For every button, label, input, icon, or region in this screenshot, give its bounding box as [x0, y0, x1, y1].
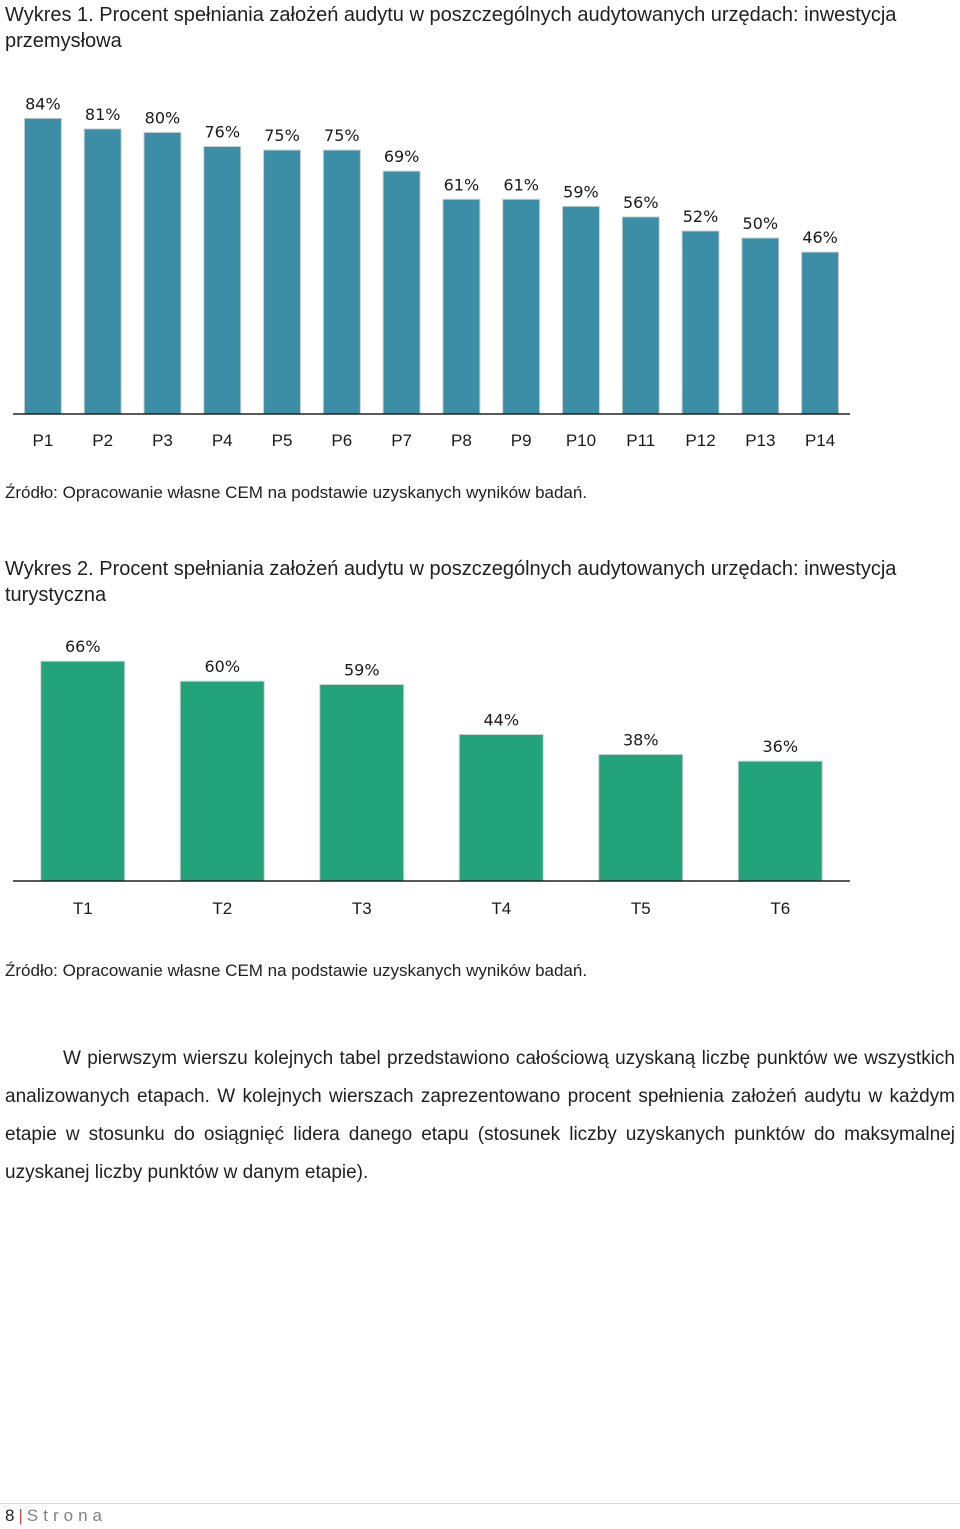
chart1-title: Wykres 1. Procent spełniania założeń aud… [5, 4, 897, 52]
chart1-bar-P2 [83, 128, 122, 415]
chart2-bar-T5 [598, 753, 684, 882]
chart2-tick-label: T1 [73, 899, 93, 918]
chart1-value-label: 59% [563, 182, 599, 201]
chart1-value-label: 69% [384, 147, 420, 166]
chart2-value-label: 60% [204, 657, 240, 676]
chart1-value-label: 46% [802, 228, 838, 247]
chart1-tick-label: P10 [566, 431, 596, 450]
page-number: 8 [5, 1506, 15, 1525]
chart1-bar-P3 [143, 131, 182, 415]
chart2-bar-T2 [179, 680, 265, 882]
chart1-value-label: 75% [324, 126, 360, 145]
chart1-tick-label: P4 [212, 431, 233, 450]
chart1-bar-P10 [561, 205, 600, 415]
chart1-value-label: 76% [204, 122, 240, 141]
chart1-tick-label: P2 [92, 431, 113, 450]
chart1-value-label: 56% [623, 193, 659, 212]
chart1-value-label: 61% [503, 175, 539, 194]
chart1-bar-P13 [741, 237, 780, 415]
chart1-tick-label: P9 [511, 431, 532, 450]
chart1-value-label: 61% [444, 175, 480, 194]
chart2-value-label: 66% [65, 637, 101, 656]
body-paragraph: W pierwszym wierszu kolejnych tabel prze… [5, 1048, 955, 1183]
chart1-bar-P1 [23, 117, 62, 415]
chart2-tick-label: T3 [352, 899, 372, 918]
chart1-bar-P7 [382, 170, 421, 415]
chart2-bar-T1 [40, 660, 126, 882]
chart2-bar-T4 [458, 733, 544, 882]
chart2-tick-label: T5 [631, 899, 651, 918]
chart1-value-label: 84% [25, 94, 61, 113]
chart1-tick-label: P8 [451, 431, 472, 450]
chart1-tick-label: P1 [32, 431, 53, 450]
chart2-bar-T3 [319, 684, 405, 882]
chart1-bar-P14 [801, 251, 840, 415]
chart1-bar-P6 [322, 149, 361, 415]
chart1-bar-P12 [681, 230, 720, 415]
chart1-value-label: 75% [264, 126, 300, 145]
footer-divider [0, 1503, 960, 1504]
chart2-value-label: 36% [762, 737, 798, 756]
chart1-value-label: 52% [683, 207, 719, 226]
chart1-value-label: 80% [145, 108, 181, 127]
chart1-bar-P11 [621, 216, 660, 415]
chart1-bar-P4 [203, 145, 242, 415]
chart1-tick-label: P13 [745, 431, 775, 450]
chart1: 84% P1 81% P2 80% P3 76% P4 75% P5 75% P6 69% P7 61% P8… [13, 94, 850, 450]
chart2-tick-label: T2 [212, 899, 232, 918]
chart2-tick-label: T4 [491, 899, 511, 918]
chart1-source: Źródło: Opracowanie własne CEM na podsta… [5, 483, 588, 502]
chart2-value-label: 38% [623, 730, 659, 749]
footer-separator: | [18, 1506, 23, 1525]
chart1-bar-P9 [502, 198, 541, 415]
chart2-value-label: 44% [483, 710, 519, 729]
chart1-tick-label: P3 [152, 431, 173, 450]
chart2-source: Źródło: Opracowanie własne CEM na podsta… [5, 961, 588, 980]
chart2-value-label: 59% [344, 661, 380, 680]
page-footer: 8 | Strona [5, 1506, 107, 1526]
chart1-tick-label: P14 [805, 431, 835, 450]
chart1-tick-label: P11 [626, 431, 655, 450]
chart1-value-label: 50% [743, 214, 779, 233]
chart1-bar-P8 [442, 198, 481, 415]
chart1-tick-label: P6 [331, 431, 352, 450]
chart1-bar-P5 [263, 149, 302, 415]
chart1-tick-label: P12 [685, 431, 715, 450]
chart2: 66% T1 60% T2 59% T3 44% T4 38% T5 36% T6 [13, 637, 850, 918]
footer-label: Strona [26, 1506, 107, 1525]
chart2-tick-label: T6 [770, 899, 790, 918]
chart1-value-label: 81% [85, 105, 121, 124]
chart2-bar-T6 [737, 760, 823, 882]
chart2-title: Wykres 2. Procent spełniania założeń aud… [5, 558, 897, 606]
chart1-tick-label: P5 [272, 431, 293, 450]
chart1-tick-label: P7 [391, 431, 412, 450]
